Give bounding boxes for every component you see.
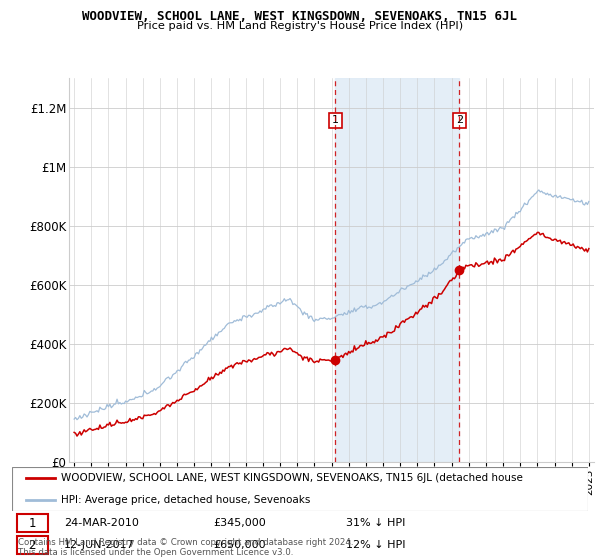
Text: WOODVIEW, SCHOOL LANE, WEST KINGSDOWN, SEVENOAKS, TN15 6JL: WOODVIEW, SCHOOL LANE, WEST KINGSDOWN, S…	[83, 10, 517, 23]
Text: Price paid vs. HM Land Registry's House Price Index (HPI): Price paid vs. HM Land Registry's House …	[137, 21, 463, 31]
Text: £650,000: £650,000	[214, 540, 266, 550]
FancyBboxPatch shape	[17, 515, 48, 532]
Text: 2: 2	[28, 539, 36, 552]
Text: Contains HM Land Registry data © Crown copyright and database right 2024.
This d: Contains HM Land Registry data © Crown c…	[18, 538, 353, 557]
FancyBboxPatch shape	[17, 536, 48, 554]
Text: 31% ↓ HPI: 31% ↓ HPI	[346, 518, 406, 528]
Text: 24-MAR-2010: 24-MAR-2010	[64, 518, 139, 528]
Text: 2: 2	[456, 115, 463, 125]
Text: WOODVIEW, SCHOOL LANE, WEST KINGSDOWN, SEVENOAKS, TN15 6JL (detached house: WOODVIEW, SCHOOL LANE, WEST KINGSDOWN, S…	[61, 473, 523, 483]
Text: 12-JUN-2017: 12-JUN-2017	[64, 540, 134, 550]
Text: £345,000: £345,000	[214, 518, 266, 528]
Text: HPI: Average price, detached house, Sevenoaks: HPI: Average price, detached house, Seve…	[61, 495, 310, 505]
FancyBboxPatch shape	[12, 467, 588, 511]
Bar	[335, 78, 460, 462]
Text: 1: 1	[332, 115, 339, 125]
Text: 12% ↓ HPI: 12% ↓ HPI	[346, 540, 406, 550]
Text: 1: 1	[28, 517, 36, 530]
